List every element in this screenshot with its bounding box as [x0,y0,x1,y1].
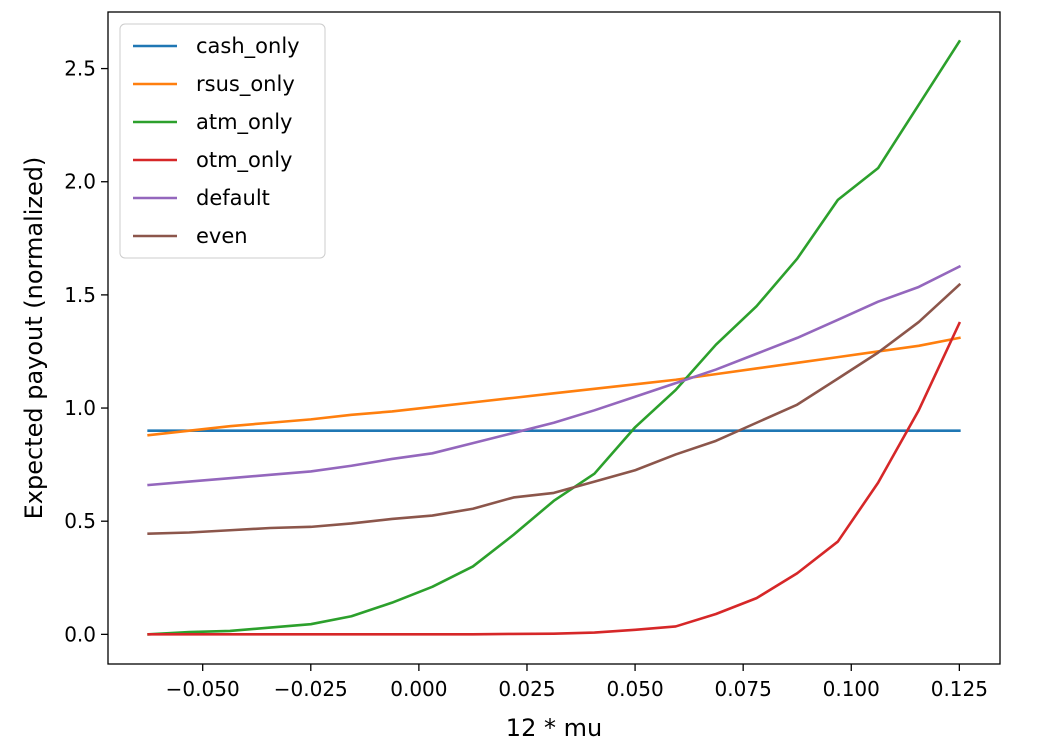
x-tick-label: 0.125 [931,677,988,701]
x-axis: −0.050 −0.025 0.000 0.025 0.050 0.075 0.100 0.1… [166,664,988,701]
series-line-even [147,282,962,535]
y-tick-label: 1.0 [64,396,96,420]
legend-label-atm-only: atm_only [196,110,292,135]
legend-label-cash-only: cash_only [196,34,300,59]
series-line-atm-only [147,39,962,636]
series-line-otm-only [147,321,962,636]
y-axis: 0.0 0.5 1.0 1.5 2.0 2.5 [64,57,108,646]
series-layer [147,39,962,636]
legend-label-rsus-only: rsus_only [196,72,295,97]
x-axis-label: 12 * mu [506,714,602,742]
legend-label-even: even [196,224,248,248]
series-line-rsus-only [147,336,961,437]
y-tick-label: 2.5 [64,57,96,81]
y-tick-label: 0.5 [64,509,96,533]
x-tick-label: 0.100 [823,677,880,701]
plot-frame [107,11,1001,665]
x-tick-label: 0.000 [390,677,447,701]
x-tick-label: 0.025 [498,677,555,701]
legend-items: cash_only rsus_only atm_only otm_onlydefaul… [133,34,300,248]
legend: cash_only rsus_only atm_only otm_onlydefaul… [119,23,326,259]
y-tick-label: 1.5 [64,283,96,307]
series-line-default [147,264,962,487]
legend-label-otm-only: otm_only [196,148,292,173]
x-tick-label: −0.050 [166,677,240,701]
y-tick-label: 2.0 [64,170,96,194]
y-tick-label: 0.0 [64,622,96,646]
legend-box [119,23,326,259]
legend-label-default: default [196,186,270,210]
y-axis-label: Expected payout (normalized) [20,157,48,520]
x-tick-label: −0.025 [274,677,348,701]
x-tick-label: 0.050 [606,677,663,701]
x-tick-label: 0.075 [715,677,772,701]
